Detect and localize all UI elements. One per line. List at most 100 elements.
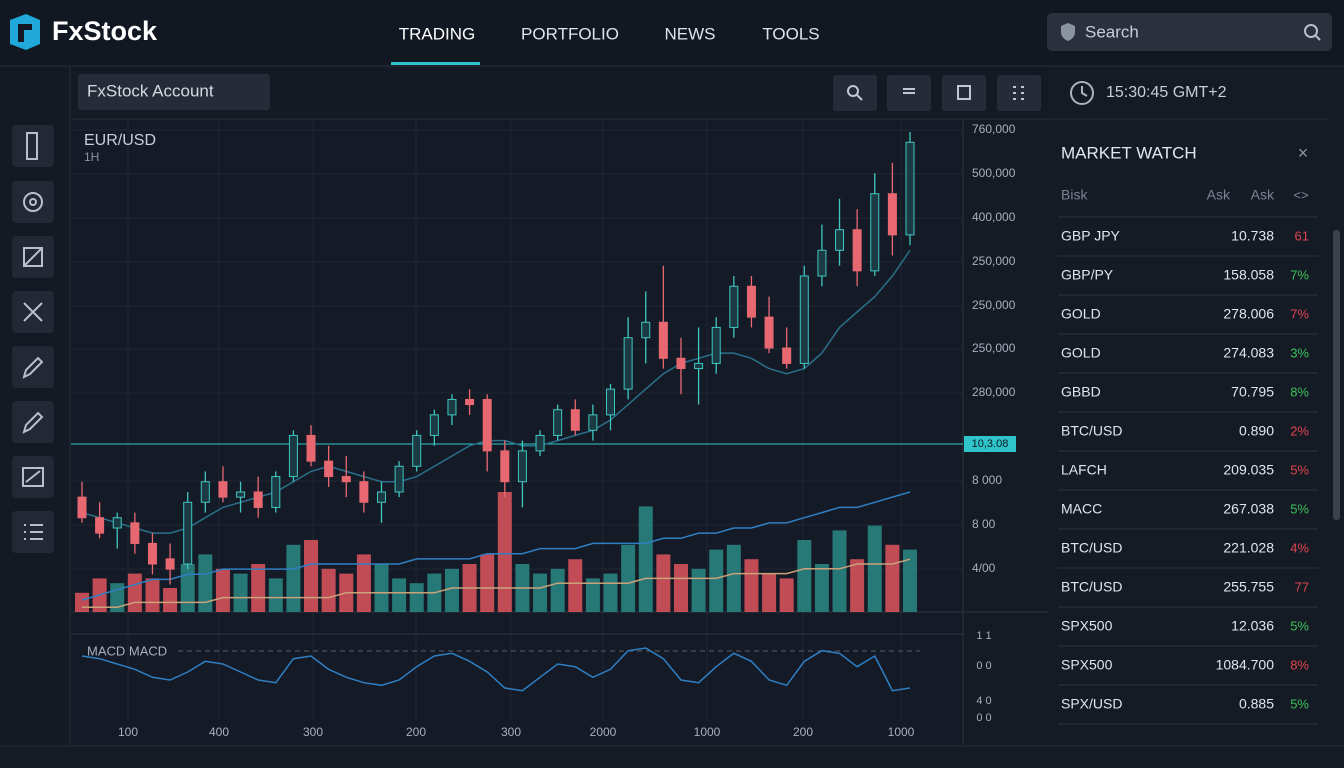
tool-icon <box>22 467 44 487</box>
row-price: 158.058 <box>1223 267 1274 283</box>
row-symbol[interactable]: BTC/USD <box>1061 423 1122 439</box>
candle-body <box>95 517 105 534</box>
volume-bar <box>198 554 213 612</box>
row-symbol[interactable]: LAFCH <box>1061 462 1107 478</box>
volume-bar <box>585 578 600 612</box>
ma-slow-line <box>81 491 911 601</box>
row-symbol[interactable]: GBBD <box>1061 384 1101 400</box>
sort-toggle[interactable]: <> <box>1293 187 1308 202</box>
row-symbol[interactable]: MACC <box>1061 501 1102 517</box>
candle-body <box>870 193 880 272</box>
macd-axis-label: 4 0 <box>976 695 991 707</box>
candle-body <box>588 414 598 431</box>
x-axis-label: 100 <box>118 725 138 739</box>
x-axis-label: 1000 <box>888 725 915 739</box>
volume-bar <box>127 573 142 612</box>
x-axis-label: 300 <box>501 725 521 739</box>
candle-body <box>218 481 228 498</box>
toolbar-button[interactable] <box>997 75 1041 111</box>
volume-bar <box>163 588 178 612</box>
row-symbol[interactable]: GOLD <box>1061 345 1101 361</box>
tool-icon <box>22 356 44 379</box>
volume-bar <box>215 568 230 612</box>
logo-text[interactable]: FxStock <box>52 16 158 46</box>
volume-bar <box>850 559 865 612</box>
tool-icon <box>23 247 43 267</box>
y-axis-label: 760,000 <box>972 122 1016 136</box>
volume-bar <box>251 564 266 612</box>
y-axis-label: 250,000 <box>972 341 1016 355</box>
market-watch-title: MARKET WATCH <box>1061 143 1197 162</box>
row-price: 1084.700 <box>1216 657 1275 673</box>
volume-bar <box>497 492 512 612</box>
candle-body <box>376 491 386 503</box>
logo-icon <box>10 14 40 50</box>
row-symbol[interactable]: SPX500 <box>1061 618 1113 634</box>
x-axis-label: 400 <box>209 725 229 739</box>
candle-body <box>306 434 316 462</box>
tool-icon <box>22 411 44 434</box>
column-header: Ask <box>1207 187 1231 203</box>
toolbar-button[interactable] <box>942 75 986 111</box>
candle-body <box>553 409 563 436</box>
price-tag <box>964 436 1016 452</box>
tool-button[interactable] <box>12 125 54 167</box>
nav-item[interactable]: NEWS <box>665 24 716 43</box>
tool-button[interactable] <box>12 181 54 223</box>
y-axis-label: 250,000 <box>972 254 1016 268</box>
y-axis-label: 8 000 <box>972 473 1002 487</box>
row-symbol[interactable]: BTC/USD <box>1061 540 1122 556</box>
account-selector[interactable] <box>78 74 270 110</box>
candle-body <box>465 398 475 406</box>
tool-button[interactable] <box>12 401 54 443</box>
nav-item[interactable]: PORTFOLIO <box>521 24 619 43</box>
row-symbol[interactable]: GOLD <box>1061 306 1101 322</box>
candle-body <box>394 465 404 493</box>
search-icon[interactable] <box>1304 24 1321 41</box>
search-box[interactable] <box>1047 13 1332 51</box>
chart-interval: 1H <box>84 150 99 164</box>
candle-body <box>694 362 704 370</box>
row-symbol[interactable]: GBP JPY <box>1061 228 1121 244</box>
close-button[interactable]: × <box>1298 143 1309 163</box>
nav-item[interactable]: TRADING <box>399 24 476 43</box>
clock-icon <box>1070 81 1094 105</box>
row-change: 3% <box>1290 345 1309 360</box>
volume-bar <box>832 530 847 612</box>
row-symbol[interactable]: BTC/USD <box>1061 579 1122 595</box>
candle-body <box>341 476 351 483</box>
row-symbol[interactable]: GBP/PY <box>1061 267 1114 283</box>
candle-body <box>429 414 439 436</box>
volume-bar <box>533 573 548 612</box>
row-price: 0.885 <box>1239 696 1274 712</box>
y-axis-label: 500,000 <box>972 166 1016 180</box>
candle-body <box>517 450 527 483</box>
candle-body <box>183 501 193 565</box>
chart-area <box>71 120 963 745</box>
tool-icon <box>23 302 43 322</box>
volume-bar <box>409 583 424 612</box>
candle-body <box>764 316 774 349</box>
tool-icon <box>23 192 43 212</box>
scrollbar[interactable] <box>1333 230 1340 520</box>
toolbar-button[interactable] <box>833 75 877 111</box>
row-price: 10.738 <box>1231 228 1274 244</box>
volume-bar <box>180 564 195 612</box>
row-change: 7% <box>1290 267 1309 282</box>
account-name[interactable]: FxStock Account <box>87 81 214 100</box>
row-symbol[interactable]: SPX500 <box>1061 657 1113 673</box>
search-placeholder[interactable]: Search <box>1085 22 1139 41</box>
row-price: 70.795 <box>1231 384 1274 400</box>
volume-bar <box>673 564 688 612</box>
macd-label: MACD MACD <box>87 643 167 658</box>
row-symbol[interactable]: SPX/USD <box>1061 696 1122 712</box>
chart-symbol: EUR/USD <box>84 132 156 149</box>
y-axis-label: 4/00 <box>972 561 996 575</box>
nav-item[interactable]: TOOLS <box>762 24 819 43</box>
volume-bar <box>550 568 565 612</box>
x-axis-label: 2000 <box>590 725 617 739</box>
candle-body <box>112 517 122 529</box>
tool-button[interactable] <box>12 346 54 388</box>
